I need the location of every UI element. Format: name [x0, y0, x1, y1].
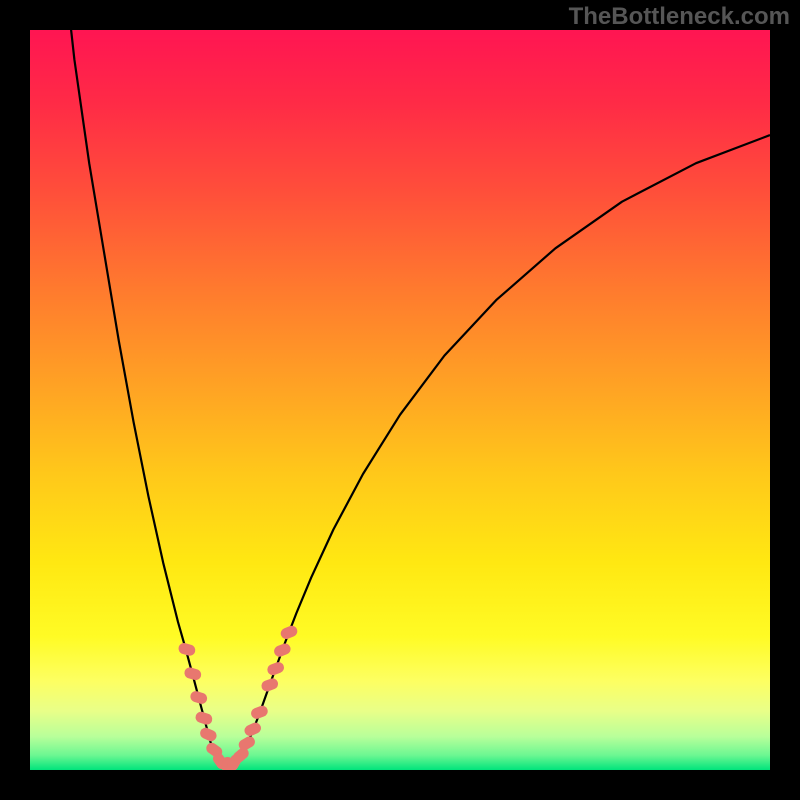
data-marker: [177, 642, 196, 657]
watermark-text: TheBottleneck.com: [569, 3, 790, 31]
data-marker: [243, 721, 263, 738]
data-marker: [279, 624, 299, 641]
bottleneck-curve: [67, 30, 770, 766]
data-marker: [272, 642, 292, 658]
data-marker: [194, 710, 214, 726]
data-marker: [260, 677, 280, 693]
data-marker: [183, 666, 202, 681]
data-marker: [249, 704, 269, 720]
data-marker: [266, 661, 286, 677]
data-marker: [198, 726, 218, 743]
data-marker: [189, 690, 208, 705]
curve-plot: [30, 30, 770, 770]
